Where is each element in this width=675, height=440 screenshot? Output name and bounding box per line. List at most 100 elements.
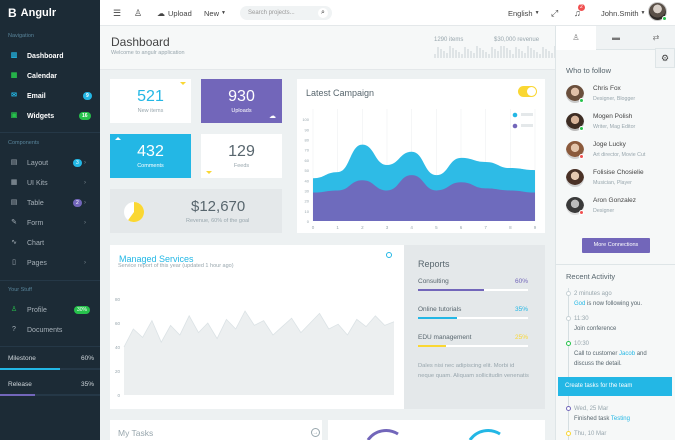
sparkline-bar	[464, 47, 466, 58]
activity-link[interactable]: God	[574, 301, 586, 307]
upload-button[interactable]: ☁ Upload	[157, 0, 192, 26]
sidebar-item-calendar[interactable]: ▦ Calendar	[0, 69, 100, 83]
comments-tile[interactable]: 432 Comments	[110, 134, 191, 178]
activity-item: Wed, 25 Mar Finished task Testing	[574, 404, 630, 424]
search-icon[interactable]: ⌕	[318, 8, 328, 18]
top-navbar: ☰ ♙ ☁ Upload New ▼ Search projects... ⌕ …	[100, 0, 675, 26]
sidebar-item-pages[interactable]: ▯ Pages ›	[0, 256, 100, 270]
notification-count-badge: 2	[578, 4, 585, 11]
follow-person[interactable]: Joge Lucky Art director, Movie Cut	[566, 139, 671, 161]
sidebar-item-ui-kits[interactable]: ▦ UI Kits ›	[0, 176, 100, 190]
release-progress: Release 35%	[0, 381, 100, 396]
sparkline-bar	[440, 49, 442, 58]
sidebar-item-label: Form	[27, 219, 44, 227]
sidebar-item-widgets[interactable]: ▣ Widgets 16	[0, 109, 100, 123]
follow-person[interactable]: Mogen Polish Writer, Mag Editor	[566, 111, 671, 133]
sidebar-item-table[interactable]: ▤ Table 2 ›	[0, 196, 100, 210]
feeds-tile[interactable]: 129 Feeds	[201, 134, 282, 178]
latest-campaign-panel: Latest Campaign 0 10 20 30 40 50 60 70 80 90 100 0 1…	[297, 79, 545, 233]
x-tick-label: 5	[435, 225, 438, 230]
report-label: Online tutorials	[418, 306, 462, 313]
sidebar-divider	[0, 280, 100, 281]
sidebar-item-email[interactable]: ✉ Email 9	[0, 89, 100, 103]
sparkline-bar	[521, 51, 523, 58]
chart-icon: ∿	[11, 239, 17, 246]
follow-person[interactable]: Chris Fox Designer, Blogger	[566, 83, 671, 105]
revenue-pie	[124, 202, 144, 222]
activity-link[interactable]: Jacob	[619, 351, 636, 357]
report-label: Consulting	[418, 278, 449, 285]
chevron-right-icon: ›	[84, 180, 86, 186]
sidebar-item-documents[interactable]: ? Documents	[0, 323, 100, 337]
x-tick-label: 8	[509, 225, 512, 230]
sparkline-bar	[506, 50, 508, 58]
person-avatar	[566, 169, 584, 187]
sidebar-item-dashboard[interactable]: ▥ Dashboard	[0, 49, 100, 63]
person-name: Chris Fox	[593, 85, 621, 92]
y-tick-label: 100	[302, 117, 309, 122]
sidebar-heading-navigation: Navigation	[8, 33, 34, 39]
new-items-tile[interactable]: 521 New items	[110, 79, 191, 123]
y-tick-label: 20	[305, 199, 310, 204]
ui-kits-icon: ▦	[10, 179, 18, 186]
arrow-right-circle-icon[interactable]: →	[311, 428, 320, 437]
new-items-label: New items	[137, 108, 164, 114]
form-icon: ✎	[11, 219, 17, 226]
report-row-edu-management: EDU management 25%	[418, 334, 528, 347]
tab-people[interactable]: ♙	[556, 26, 596, 50]
search-input[interactable]: Search projects... ⌕	[240, 6, 332, 20]
x-tick-label: 9	[534, 225, 537, 230]
sidebar-item-layout[interactable]: ▤ Layout 3 ›	[0, 156, 100, 170]
user-menu[interactable]: John.Smith ▼	[601, 0, 645, 26]
more-connections-button[interactable]: More Connections	[582, 238, 650, 253]
activity-time: 10:30	[574, 341, 590, 347]
uploads-tile[interactable]: 930 Uploads ☁	[201, 79, 282, 123]
sparkline-bar	[539, 54, 541, 58]
notifications-bell-icon[interactable]: ♫ 2	[574, 4, 585, 18]
activity-highlight-item[interactable]: Create tasks for the team	[558, 377, 672, 396]
user-name: John.Smith	[601, 8, 639, 18]
sparkline-bar	[485, 52, 487, 58]
release-value: 35%	[80, 381, 94, 388]
donut-arc	[366, 429, 399, 440]
refresh-icon[interactable]	[386, 252, 392, 258]
new-dropdown[interactable]: New ▼	[204, 0, 226, 26]
settings-gear-icon[interactable]: ⚙	[655, 48, 675, 68]
app-logo[interactable]: B Angulr	[0, 0, 100, 26]
documents-icon: ?	[12, 326, 16, 333]
revenue-tile[interactable]: $12,670 Revenue, 60% of the goal	[110, 189, 282, 233]
fullscreen-icon[interactable]: ⤢	[551, 7, 559, 18]
sidebar: Navigation ▥ Dashboard ▦ Calendar ✉ Emai…	[0, 26, 100, 440]
language-label: English	[508, 8, 533, 18]
sparkline-bar	[479, 48, 481, 58]
layout-count-badge: 3	[73, 159, 82, 167]
activity-text: and	[635, 351, 647, 357]
sidebar-item-profile[interactable]: ♙ Profile 30%	[0, 303, 100, 317]
sidebar-item-label: Calendar	[27, 72, 57, 80]
sidebar-item-form[interactable]: ✎ Form ›	[0, 216, 100, 230]
follow-person[interactable]: Folisise Chosielie Musician, Player	[566, 167, 671, 189]
activity-time: 11:30	[574, 316, 589, 322]
legend-dot	[512, 112, 518, 118]
language-dropdown[interactable]: English ▼	[508, 0, 540, 26]
sidebar-item-chart[interactable]: ∿ Chart	[0, 236, 100, 250]
pages-icon: ▯	[12, 259, 16, 266]
user-outline-icon[interactable]: ♙	[134, 7, 143, 18]
y-tick-label: 40	[115, 345, 121, 350]
y-tick-label: 90	[305, 127, 310, 132]
menu-toggle-icon[interactable]: ☰	[113, 7, 122, 18]
x-tick-label: 3	[386, 225, 389, 230]
campaign-toggle[interactable]	[518, 86, 537, 97]
timeline-dot	[566, 316, 571, 321]
tab-activity[interactable]: ⇄	[636, 26, 675, 50]
activity-link[interactable]: Testing	[610, 416, 630, 422]
sparkline-bar	[488, 54, 490, 58]
cloud-download-icon: ☁	[269, 113, 276, 120]
cloud-upload-icon: ☁	[157, 8, 165, 18]
y-tick-label: 80	[305, 138, 310, 143]
report-row-online-tutorials: Online tutorials 35%	[418, 306, 528, 319]
sparkline-bar	[497, 53, 499, 58]
donut-charts	[366, 429, 501, 440]
tab-messages[interactable]: ▬	[596, 26, 636, 50]
follow-person[interactable]: Aron Gonzalez Designer	[566, 195, 671, 217]
